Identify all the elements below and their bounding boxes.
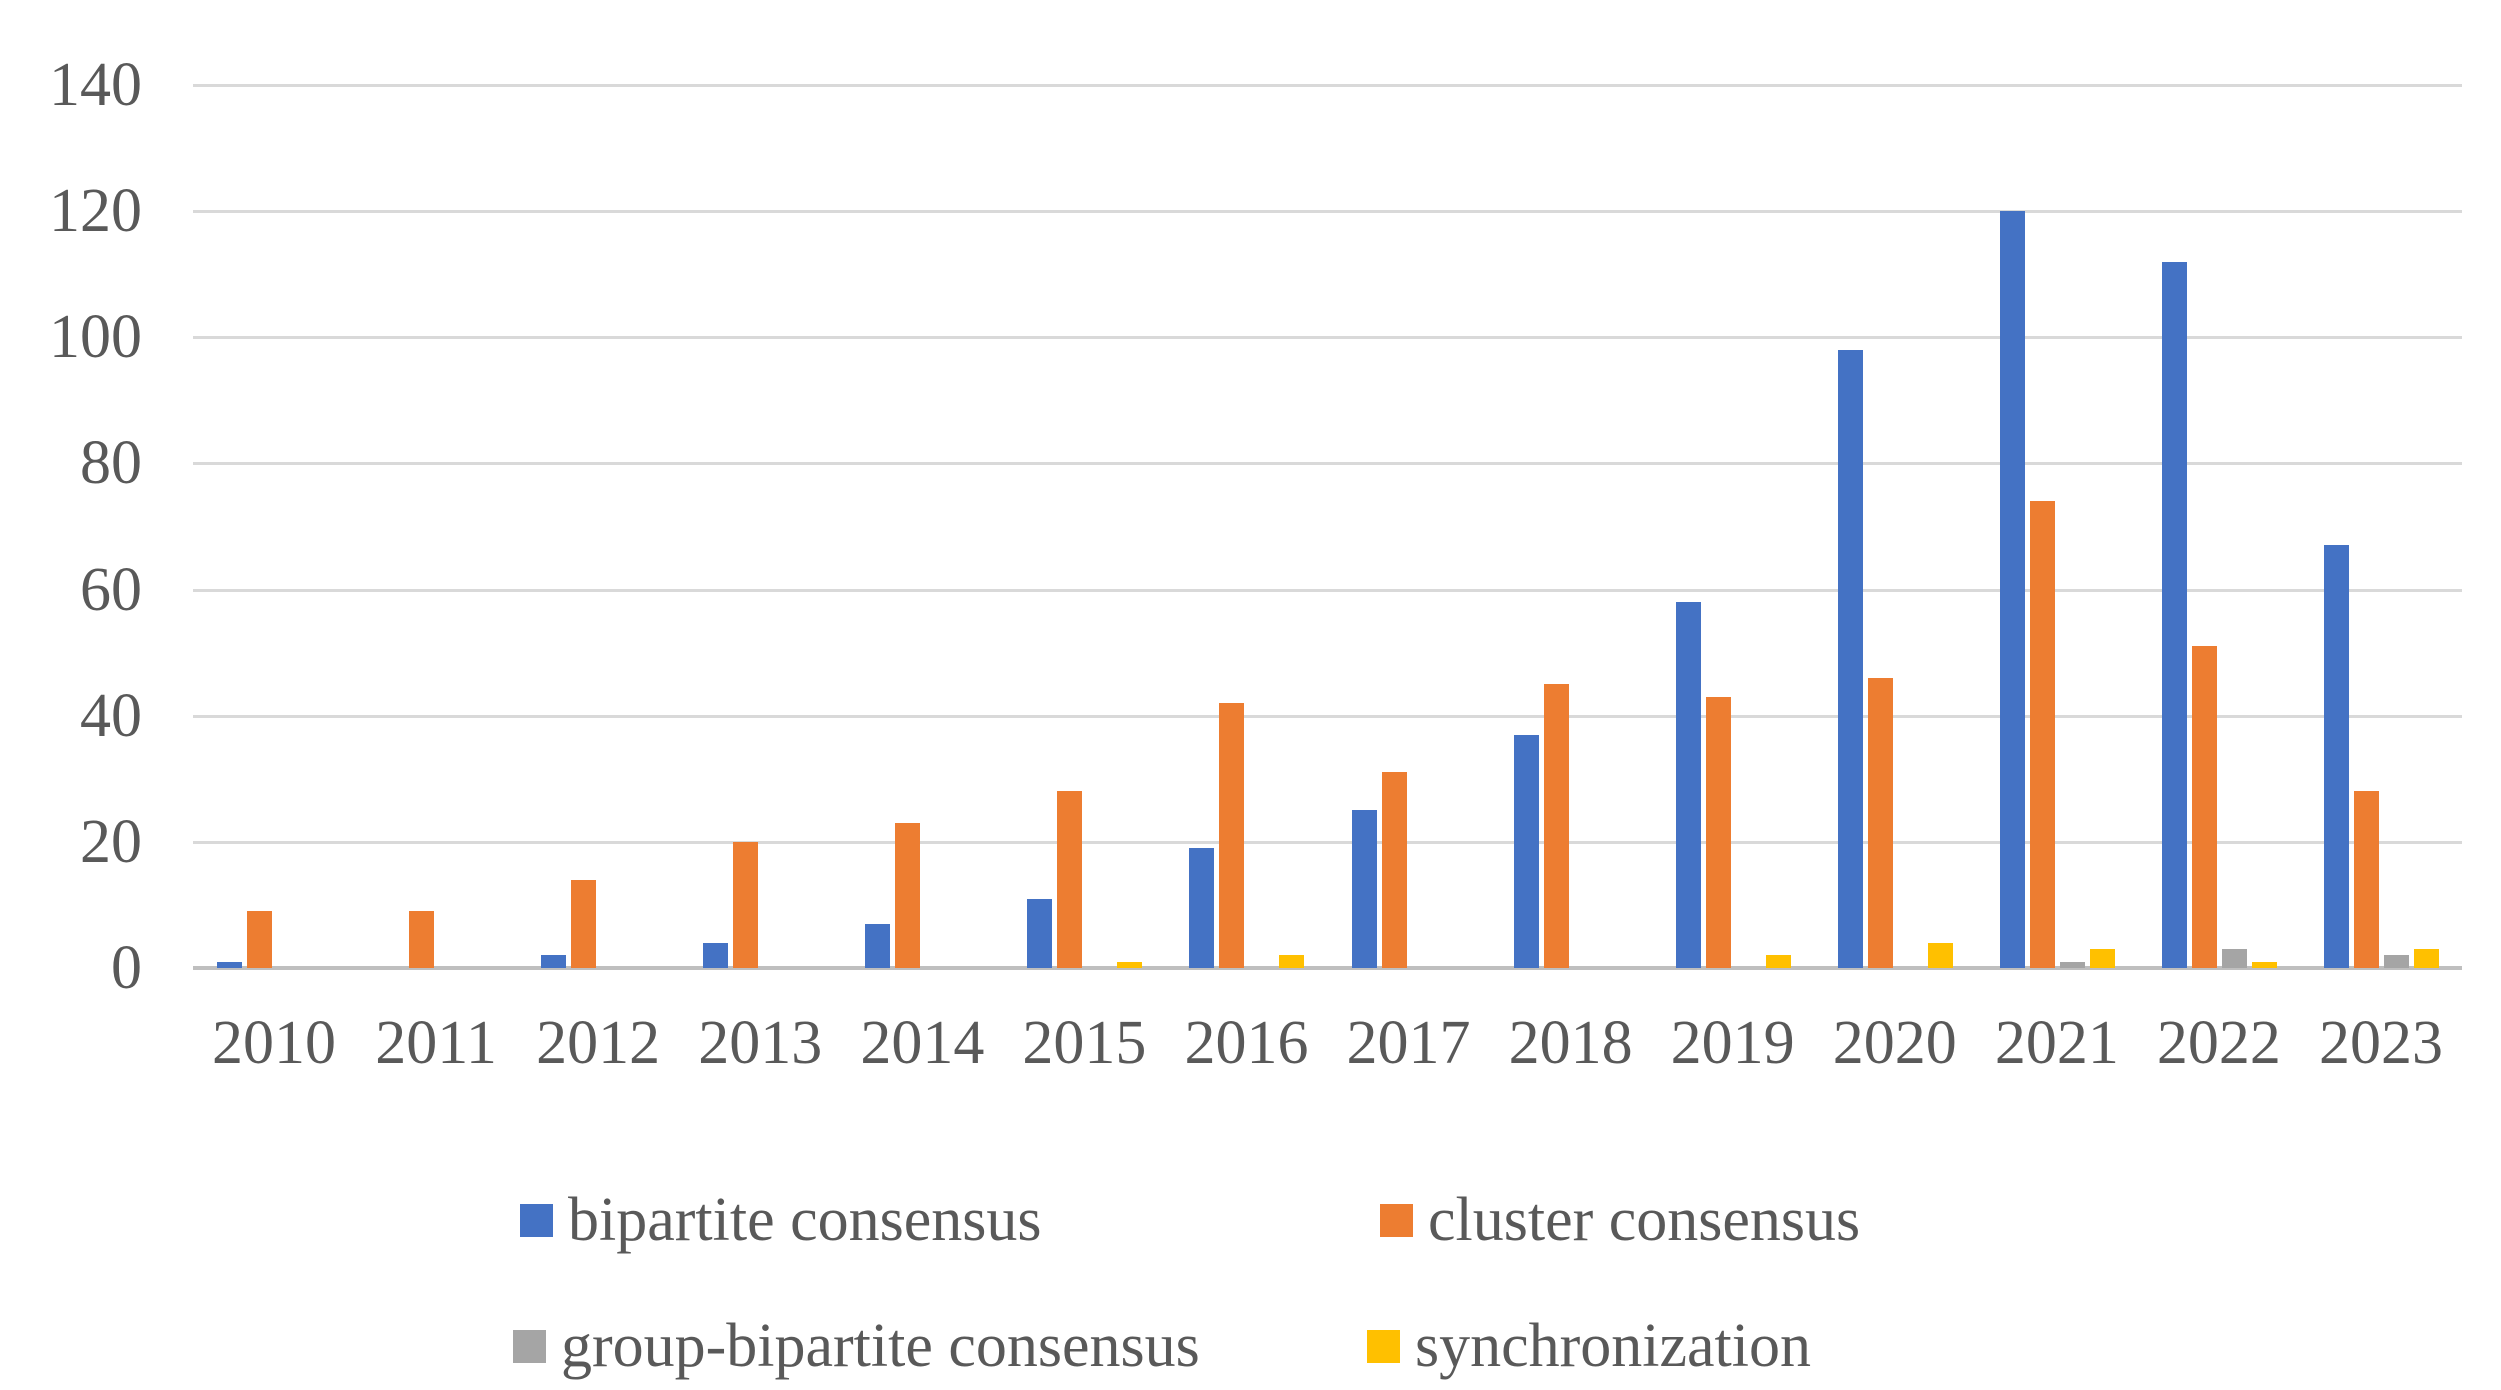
bar-cluster-consensus-2015	[1057, 791, 1083, 968]
gridline-80	[193, 462, 2462, 466]
x-tick-label-2023: 2023	[2318, 1009, 2443, 1077]
category-group-2015	[1003, 0, 1165, 968]
x-tick-label-2012: 2012	[536, 1009, 661, 1077]
bar-bipartite-consensus-2019	[1675, 602, 1701, 968]
legend-item-group-bipartite-consensus: group-bipartite consensus	[513, 1314, 1200, 1378]
category-group-2020	[1814, 0, 1976, 968]
legend-item-cluster-consensus: cluster consensus	[1380, 1188, 1860, 1252]
bar-synchronization-2019	[1765, 955, 1791, 968]
bar-synchronization-2016	[1279, 955, 1305, 968]
bar-group-bipartite-consensus-2022	[2221, 949, 2247, 968]
bar-cluster-consensus-2011	[409, 911, 435, 968]
x-tick-label-2019: 2019	[1670, 1009, 1795, 1077]
bar-synchronization-2015	[1117, 962, 1143, 968]
plot-area: 0 20 40 60 80 100 120 140 2010 2011 2012 2013 2014 20…	[49, 0, 2462, 1077]
bar-cluster-consensus-2023	[2353, 791, 2379, 968]
bar-cluster-consensus-2012	[571, 880, 597, 968]
category-group-2018	[1490, 0, 1652, 968]
bar-synchronization-2023	[2413, 949, 2439, 968]
bar-bipartite-consensus-2016	[1189, 848, 1215, 968]
category-group-2023	[2300, 0, 2462, 968]
gridline-20	[193, 840, 2462, 844]
category-group-2019	[1652, 0, 1814, 968]
bar-bipartite-consensus-2013	[703, 943, 729, 968]
legend-label-cluster-consensus: cluster consensus	[1428, 1186, 1861, 1254]
bar-cluster-consensus-2018	[1543, 684, 1569, 968]
bar-synchronization-2021	[2089, 949, 2115, 968]
bar-cluster-consensus-2022	[2191, 646, 2217, 968]
y-tick-label-80: 80	[80, 429, 142, 498]
x-tick-label-2013: 2013	[698, 1009, 823, 1077]
bar-bipartite-consensus-2017	[1351, 810, 1377, 968]
legend: bipartite consensus cluster consensus grou…	[0, 1100, 2501, 1390]
bar-bipartite-consensus-2010	[217, 962, 242, 968]
bar-bipartite-consensus-2018	[1513, 735, 1539, 968]
category-group-2010	[193, 0, 355, 968]
bar-group-bipartite-consensus-2021	[2059, 962, 2085, 968]
bar-synchronization-2022	[2251, 962, 2277, 968]
legend-item-bipartite-consensus: bipartite consensus	[520, 1188, 1042, 1252]
category-group-2012	[517, 0, 679, 968]
x-tick-label-2022: 2022	[2156, 1009, 2281, 1077]
legend-label-group-bipartite-consensus: group-bipartite consensus	[561, 1312, 1200, 1380]
bar-bipartite-consensus-2012	[541, 955, 567, 968]
legend-item-synchronization: synchronization	[1367, 1314, 1811, 1378]
x-tick-label-2015: 2015	[1022, 1009, 1147, 1077]
category-group-2021	[1976, 0, 2138, 968]
legend-swatch-bipartite-consensus-icon	[520, 1203, 553, 1237]
y-tick-label-20: 20	[80, 807, 142, 876]
x-axis-line	[193, 966, 2462, 970]
legend-label-synchronization: synchronization	[1415, 1312, 1812, 1380]
bar-cluster-consensus-2010	[247, 911, 272, 968]
bar-bipartite-consensus-2022	[2161, 262, 2187, 968]
x-tick-label-2018: 2018	[1508, 1009, 1633, 1077]
category-group-2013	[679, 0, 841, 968]
gridline-40	[193, 714, 2462, 718]
x-tick-label-2016: 2016	[1184, 1009, 1309, 1077]
legend-label-bipartite-consensus: bipartite consensus	[568, 1186, 1042, 1254]
y-tick-label-60: 60	[80, 555, 142, 624]
legend-swatch-synchronization-icon	[1367, 1329, 1400, 1363]
bar-cluster-consensus-2016	[1219, 703, 1245, 968]
gridline-140	[193, 84, 2462, 87]
category-group-2017	[1328, 0, 1490, 968]
gridline-100	[193, 336, 2462, 340]
bar-cluster-consensus-2017	[1381, 772, 1407, 968]
x-tick-label-2020: 2020	[1832, 1009, 1957, 1077]
x-tick-label-2017: 2017	[1346, 1009, 1471, 1077]
y-tick-label-120: 120	[49, 177, 142, 246]
gridline-120	[193, 210, 2462, 214]
x-tick-label-2010: 2010	[212, 1009, 337, 1077]
bar-cluster-consensus-2014	[895, 823, 921, 968]
category-group-2016	[1165, 0, 1327, 968]
x-tick-label-2014: 2014	[860, 1009, 985, 1077]
bar-synchronization-2020	[1927, 943, 1953, 968]
x-tick-label-2021: 2021	[1994, 1009, 2119, 1077]
bar-cluster-consensus-2021	[2029, 501, 2055, 968]
y-tick-label-40: 40	[80, 681, 142, 750]
y-tick-label-140: 140	[49, 51, 142, 119]
bar-bipartite-consensus-2020	[1837, 350, 1863, 968]
category-group-2011	[355, 0, 517, 968]
bar-bipartite-consensus-2015	[1027, 899, 1053, 968]
category-group-2022	[2138, 0, 2300, 968]
bar-group-bipartite-consensus-2023	[2383, 955, 2409, 968]
bar-bipartite-consensus-2021	[1999, 211, 2025, 968]
bar-cluster-consensus-2013	[733, 842, 759, 968]
bar-cluster-consensus-2020	[1867, 678, 1893, 968]
y-tick-label-100: 100	[49, 303, 142, 372]
legend-swatch-group-bipartite-consensus-icon	[513, 1329, 546, 1363]
bar-cluster-consensus-2019	[1705, 697, 1731, 968]
x-tick-label-2011: 2011	[375, 1009, 497, 1077]
y-tick-label-0: 0	[111, 934, 142, 1002]
gridline-60	[193, 588, 2462, 592]
bar-bipartite-consensus-2023	[2323, 545, 2349, 968]
category-group-2014	[841, 0, 1003, 968]
bar-bipartite-consensus-2014	[865, 924, 891, 968]
legend-swatch-cluster-consensus-icon	[1380, 1203, 1413, 1237]
